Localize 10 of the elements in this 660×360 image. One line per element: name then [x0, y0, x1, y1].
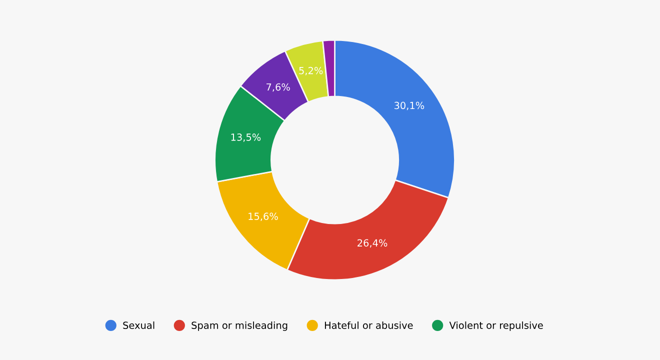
data-label: 5,2% [299, 66, 323, 76]
legend-label: Sexual [123, 321, 154, 329]
data-label: 30,1% [394, 102, 424, 110]
data-label: 26,4% [358, 239, 388, 248]
data-label: 7,6% [266, 83, 290, 92]
legend-label: Hateful or abusive [324, 321, 413, 329]
legend-label: Spam or misleading [192, 321, 288, 331]
data-label: 13,5% [231, 134, 261, 142]
legend-label: Violent or repulsive [449, 321, 543, 331]
data-label: 15,6% [248, 212, 278, 221]
